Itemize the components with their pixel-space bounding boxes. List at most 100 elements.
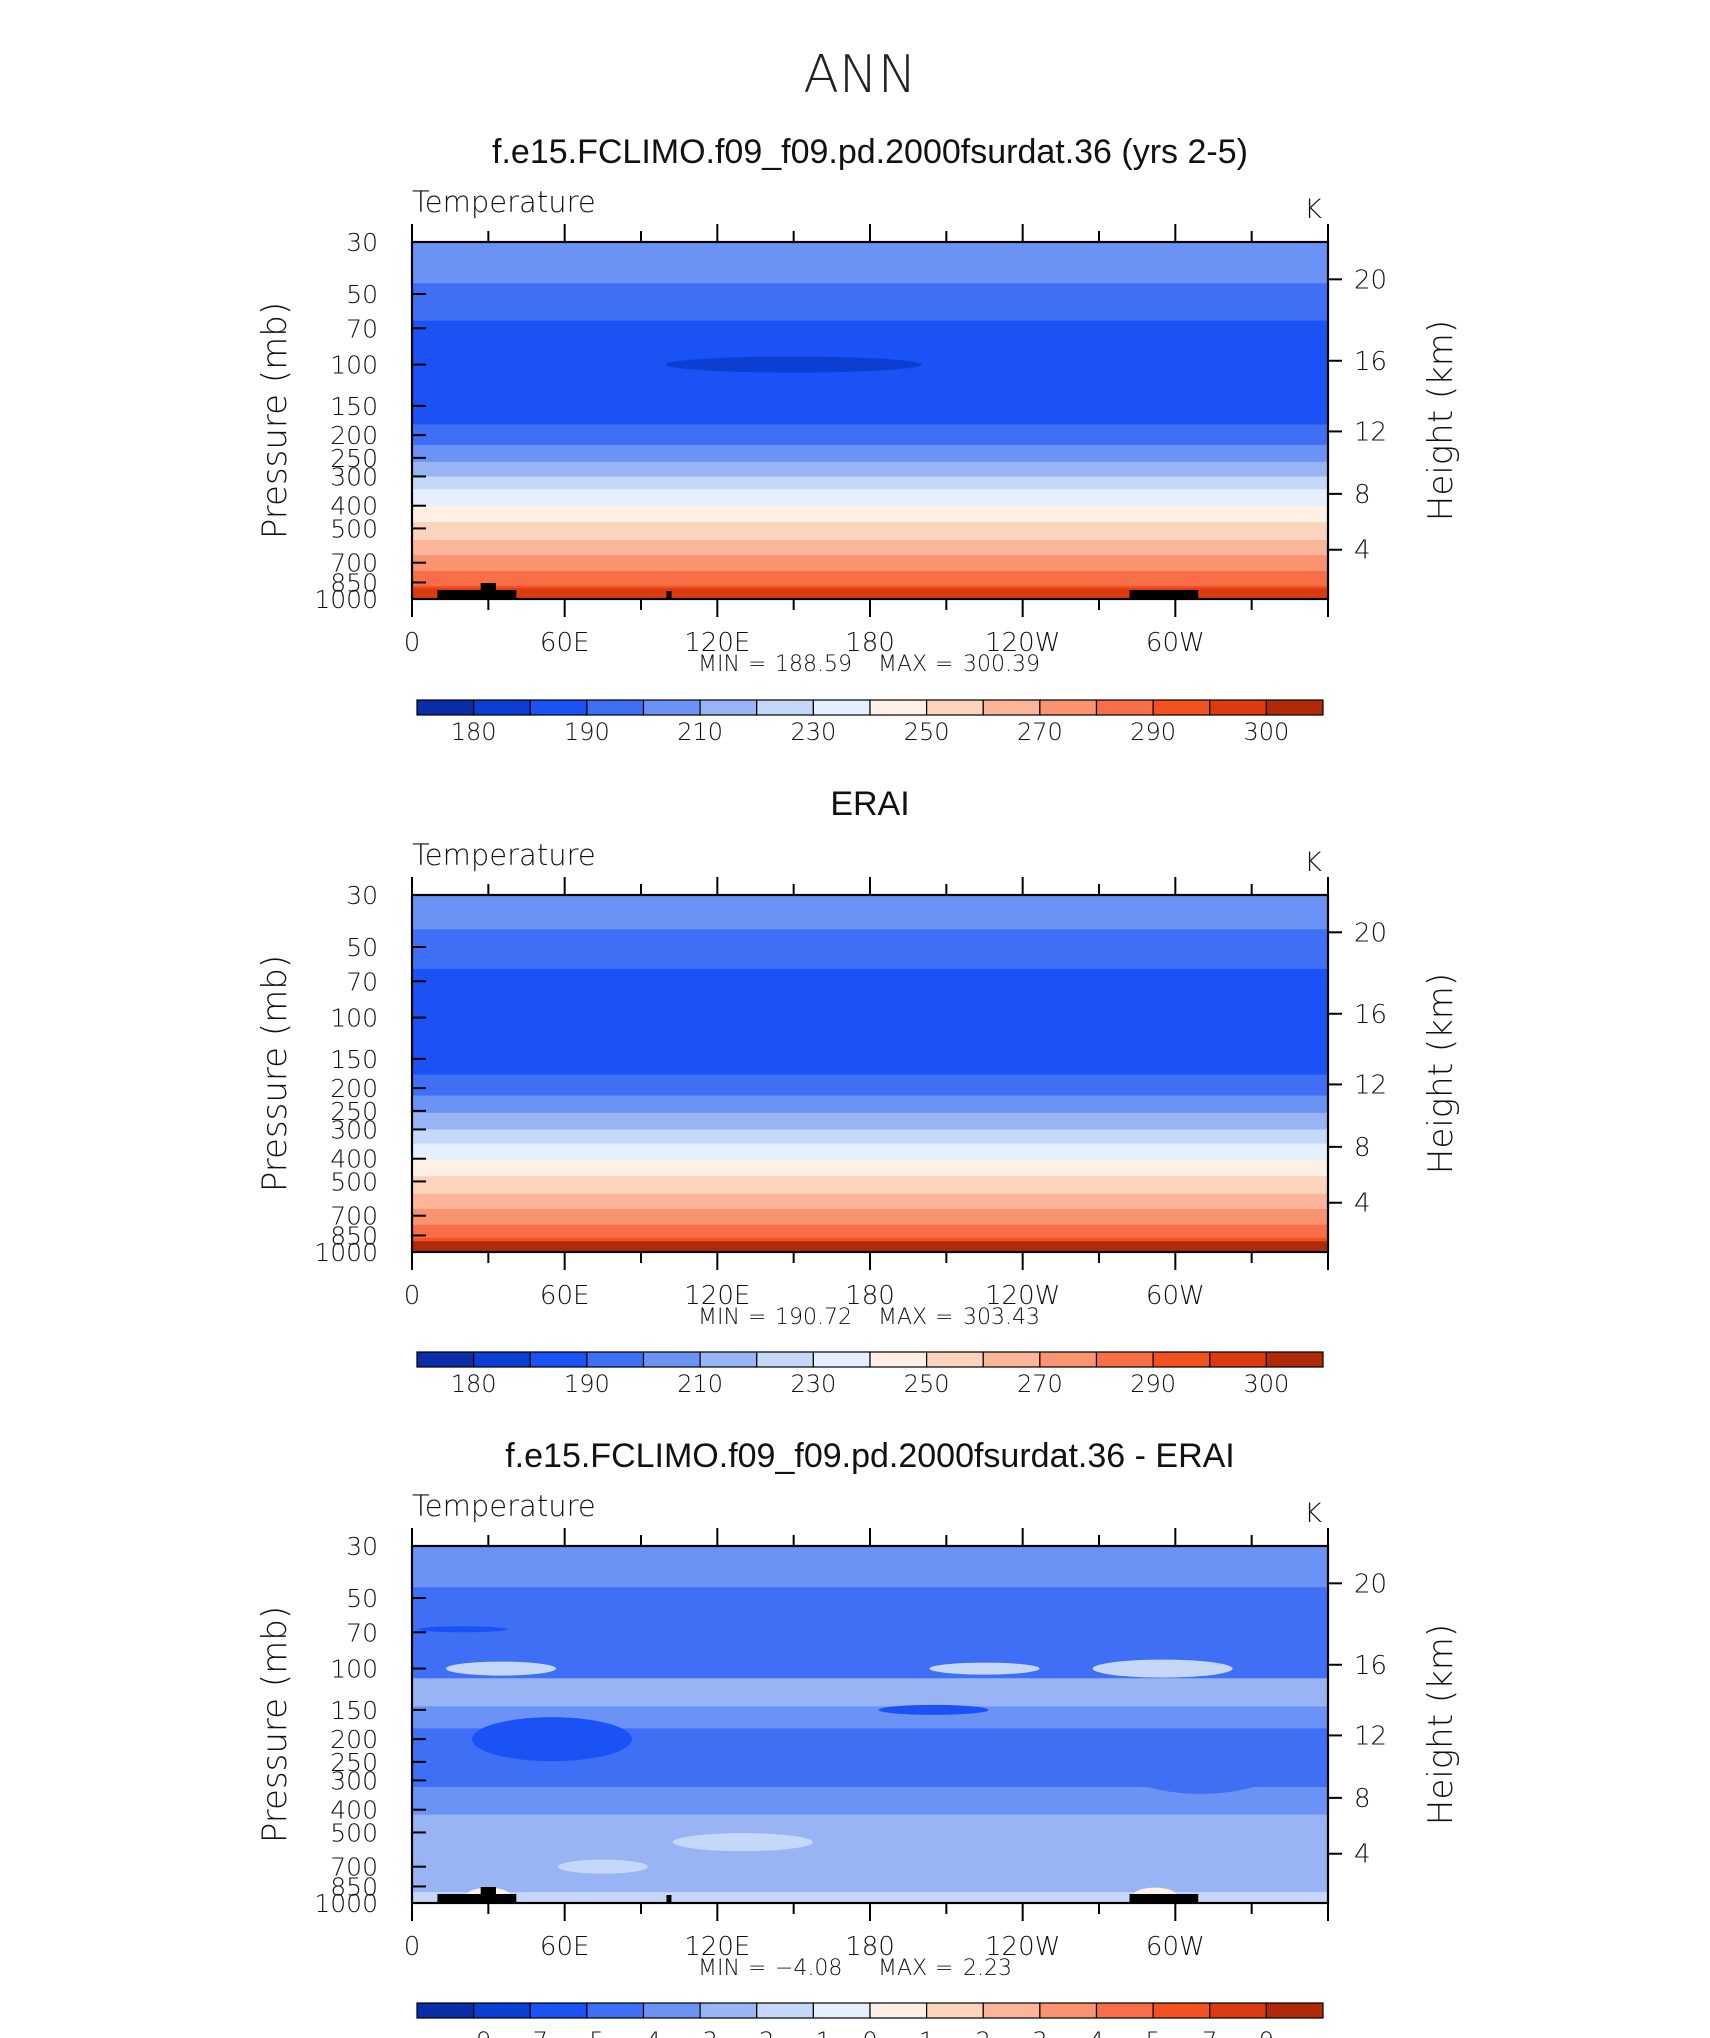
colorbar-label: 300: [1243, 718, 1289, 746]
x-tick-label: 120W: [985, 1281, 1060, 1311]
colorbar-box: [699, 2002, 758, 2019]
colorbar-box: [586, 699, 645, 716]
y-axis-title: Pressure (mb): [255, 955, 295, 1192]
colorbar-box: [982, 2002, 1041, 2019]
topography: [1129, 590, 1199, 599]
y2-tick-label: 4: [1354, 1189, 1371, 1219]
contour-band: [412, 539, 1328, 556]
contour-band: [412, 1678, 1328, 1708]
y-tick-label: 700: [330, 1202, 378, 1231]
colorbar-box: [586, 1351, 645, 1368]
colorbar-box: [756, 2002, 814, 2019]
x-tick-label: 60W: [1146, 1932, 1205, 1962]
colorbar-box: [416, 699, 475, 716]
contour-band: [412, 1892, 1328, 1903]
colorbar-label: −1: [796, 2027, 831, 2038]
y2-tick-label: 20: [1354, 1569, 1387, 1599]
colorbar-box: [1152, 1351, 1211, 1368]
colorbar-label: 190: [564, 1370, 610, 1398]
stats-min-value: −4.08: [775, 1956, 842, 1981]
y-tick-label: 250: [330, 1097, 378, 1126]
colorbar-label: 9: [1259, 2027, 1274, 2038]
colorbar-box: [1095, 699, 1154, 716]
colorbar-box: [642, 699, 701, 716]
topography: [1129, 1894, 1199, 1903]
topography: [666, 1895, 672, 1903]
contour-band: [412, 588, 1328, 599]
panel-3: f.e15.FCLIMO.f09_f09.pd.2000fsurdat.36 -…: [255, 1437, 1461, 2038]
stats-equals: =: [935, 1956, 953, 1981]
colorbar-label: 250: [904, 1370, 950, 1398]
contour-band: [412, 444, 1328, 463]
y-tick-label: 100: [330, 1655, 378, 1684]
contour-band: [412, 1866, 1328, 1893]
contour-band: [412, 1129, 1328, 1145]
colorbar-box: [756, 1351, 814, 1368]
colorbar-label: 230: [790, 1370, 836, 1398]
y-tick-label: 70: [346, 314, 378, 343]
x-tick-label: 120W: [985, 1932, 1060, 1962]
colorbar-box: [699, 1351, 758, 1368]
x-tick-label: 0: [404, 1281, 421, 1311]
variable-label: Temperature: [412, 185, 596, 219]
x-tick-label: 120E: [684, 1932, 750, 1962]
x-tick-label: 120W: [985, 628, 1060, 658]
x-tick-label: 0: [404, 1932, 421, 1962]
colorbar-label: 290: [1130, 1370, 1176, 1398]
colorbar-label: −9: [456, 2027, 491, 2038]
colorbar-box: [1265, 699, 1324, 716]
colorbar-box: [1152, 699, 1211, 716]
colorbar-box: [1265, 1351, 1324, 1368]
colorbar-box: [869, 699, 928, 716]
colorbar-box: [416, 1351, 475, 1368]
contour-band: [412, 571, 1328, 587]
x-tick-label: 120E: [684, 628, 750, 658]
y2-tick-label: 8: [1354, 480, 1371, 510]
y-tick-label: 300: [330, 1115, 378, 1144]
contour-band: [412, 283, 1328, 322]
contour-band: [412, 1587, 1328, 1653]
contour-band: [412, 1143, 1328, 1161]
colorbar-box: [586, 2002, 645, 2019]
colorbar-box: [473, 1351, 531, 1368]
contour-patch: [446, 1661, 557, 1676]
y2-tick-label: 12: [1354, 417, 1387, 447]
stats-equals: =: [748, 1956, 766, 1981]
stats-equals: =: [748, 1305, 766, 1330]
topography: [437, 590, 517, 599]
y-tick-label: 1000: [314, 585, 378, 614]
contour-band: [412, 1546, 1328, 1588]
colorbar-box: [473, 699, 531, 716]
contour-band: [412, 1850, 1328, 1868]
y-tick-label: 850: [330, 1872, 378, 1901]
colorbar-box: [473, 2002, 531, 2019]
colorbar-label: −5: [569, 2027, 604, 2038]
contour-band: [412, 1208, 1328, 1226]
contour-cold-core: [665, 356, 922, 373]
contour-band: [412, 505, 1328, 523]
contour-band: [412, 1048, 1328, 1076]
colorbar-box: [642, 1351, 701, 1368]
colorbar-box: [416, 2002, 475, 2019]
colorbar-label: −7: [513, 2027, 548, 2038]
contour-band: [412, 1765, 1328, 1788]
y-tick-label: 30: [346, 228, 378, 257]
y2-tick-label: 16: [1354, 1651, 1387, 1681]
stats-max-label: MAX: [878, 1956, 927, 1981]
y-tick-label: 70: [346, 1618, 378, 1647]
stats-max-value: 300.39: [963, 652, 1040, 677]
stats-max-label: MAX: [878, 652, 927, 677]
stats-equals: =: [935, 1305, 953, 1330]
contour-band: [412, 1706, 1328, 1730]
y2-tick-label: 20: [1354, 918, 1387, 948]
stats-min-value: 190.72: [775, 1305, 852, 1330]
y-tick-label: 150: [330, 1045, 378, 1074]
contour-band: [412, 398, 1328, 426]
contour-band: [412, 476, 1328, 490]
contour-band: [412, 424, 1328, 446]
colorbar-box: [1209, 2002, 1267, 2019]
y-tick-label: 100: [330, 1004, 378, 1033]
y2-axis-title: Height (km): [1421, 973, 1461, 1174]
y-tick-label: 500: [330, 514, 378, 543]
